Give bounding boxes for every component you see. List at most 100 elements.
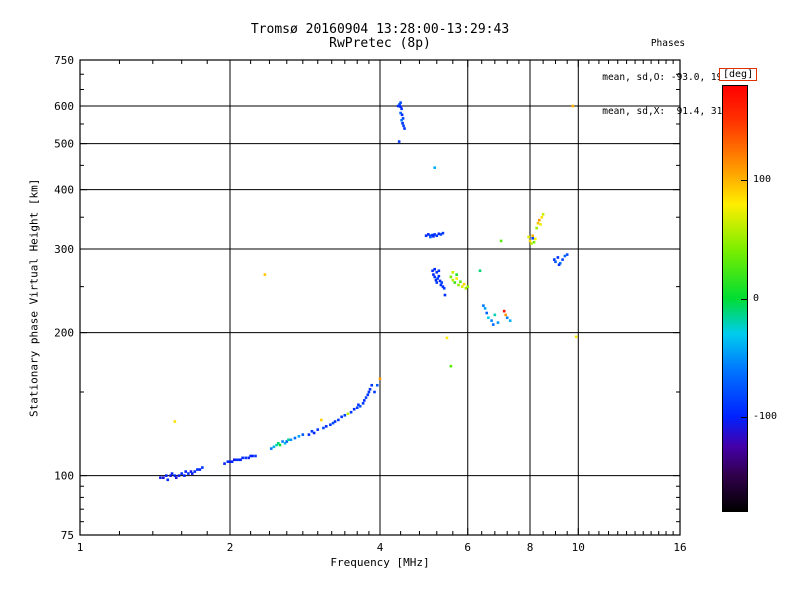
data-point <box>189 470 193 473</box>
colorbar-tick-mark <box>741 298 747 300</box>
data-point <box>352 407 356 411</box>
data-point <box>285 440 289 443</box>
data-point <box>223 462 226 465</box>
data-point <box>539 223 542 226</box>
data-point <box>462 282 466 286</box>
data-point <box>437 269 441 273</box>
data-point <box>340 415 343 419</box>
data-point <box>499 239 503 243</box>
data-point <box>180 472 184 475</box>
data-point <box>370 383 374 387</box>
y-tick-label: 200 <box>54 327 74 340</box>
data-point <box>537 218 541 222</box>
page-title: Tromsø 20160904 13:28:00-13:29:43 <box>250 22 510 37</box>
data-point <box>571 104 575 108</box>
data-point <box>435 270 439 274</box>
colorbar-tick-label: -100 <box>753 411 778 423</box>
data-point <box>198 468 202 471</box>
data-point <box>400 113 404 117</box>
data-point <box>162 476 165 480</box>
data-point <box>166 478 170 482</box>
data-point <box>362 399 366 402</box>
colorbar-unit-label: [deg] <box>719 68 758 81</box>
data-point <box>557 263 561 267</box>
data-point <box>437 274 441 278</box>
x-tick-label: 2 <box>227 541 234 554</box>
data-point <box>563 254 567 258</box>
y-axis-label: Stationary phase Virtual Height [km] <box>27 178 41 417</box>
data-point <box>173 474 177 477</box>
data-point <box>441 231 445 235</box>
data-point <box>490 319 493 322</box>
data-point <box>355 406 359 410</box>
x-tick-label: 6 <box>464 541 471 554</box>
data-point <box>502 309 506 313</box>
x-tick-label: 8 <box>527 541 534 554</box>
data-point <box>329 423 332 427</box>
data-point <box>424 234 428 238</box>
data-point <box>367 390 371 394</box>
data-point <box>396 104 400 108</box>
data-point <box>532 240 536 244</box>
data-point <box>431 269 434 273</box>
data-point <box>455 277 458 280</box>
data-point <box>254 454 257 458</box>
data-point <box>232 458 236 462</box>
data-point <box>247 456 250 460</box>
data-point <box>491 323 495 326</box>
data-point <box>540 215 544 219</box>
data-point <box>289 438 293 442</box>
data-point <box>459 280 462 284</box>
data-point <box>364 396 368 399</box>
data-point <box>402 124 405 128</box>
y-tick-label: 600 <box>54 100 74 113</box>
y-tick-label: 400 <box>54 184 74 197</box>
data-point <box>438 279 442 283</box>
y-tick-label: 750 <box>54 54 74 67</box>
colorbar-tick-mark <box>741 417 747 419</box>
data-point <box>432 273 435 276</box>
colorbar-tick-mark <box>741 179 747 181</box>
data-point <box>398 103 401 106</box>
data-point <box>322 426 325 430</box>
data-point <box>312 431 316 435</box>
data-point <box>169 474 172 477</box>
data-point <box>174 476 178 480</box>
data-point <box>358 404 362 408</box>
data-point <box>399 101 402 104</box>
data-point <box>401 117 405 120</box>
data-point <box>556 256 560 259</box>
data-point <box>307 433 311 436</box>
data-point <box>433 267 436 271</box>
data-point <box>320 418 323 422</box>
data-point <box>164 474 168 477</box>
data-point <box>496 321 500 324</box>
data-point <box>324 425 328 428</box>
data-point <box>400 107 403 111</box>
data-point <box>287 438 290 442</box>
data-point <box>361 402 365 405</box>
data-point <box>534 237 537 241</box>
data-point <box>531 237 534 240</box>
data-point <box>366 393 370 397</box>
data-point <box>275 443 278 447</box>
data-point <box>527 235 530 239</box>
data-point <box>449 364 453 368</box>
data-point <box>478 269 482 273</box>
data-point <box>237 458 240 462</box>
data-point <box>493 313 497 317</box>
data-point <box>487 316 490 320</box>
data-point <box>368 387 372 391</box>
data-point <box>337 418 340 422</box>
data-point <box>436 277 439 280</box>
data-point <box>397 140 401 143</box>
data-point <box>293 436 297 440</box>
data-point <box>437 232 441 236</box>
data-point <box>531 234 534 238</box>
data-point <box>230 460 234 463</box>
data-point <box>485 311 489 315</box>
data-point <box>272 445 276 449</box>
data-point <box>453 281 457 284</box>
